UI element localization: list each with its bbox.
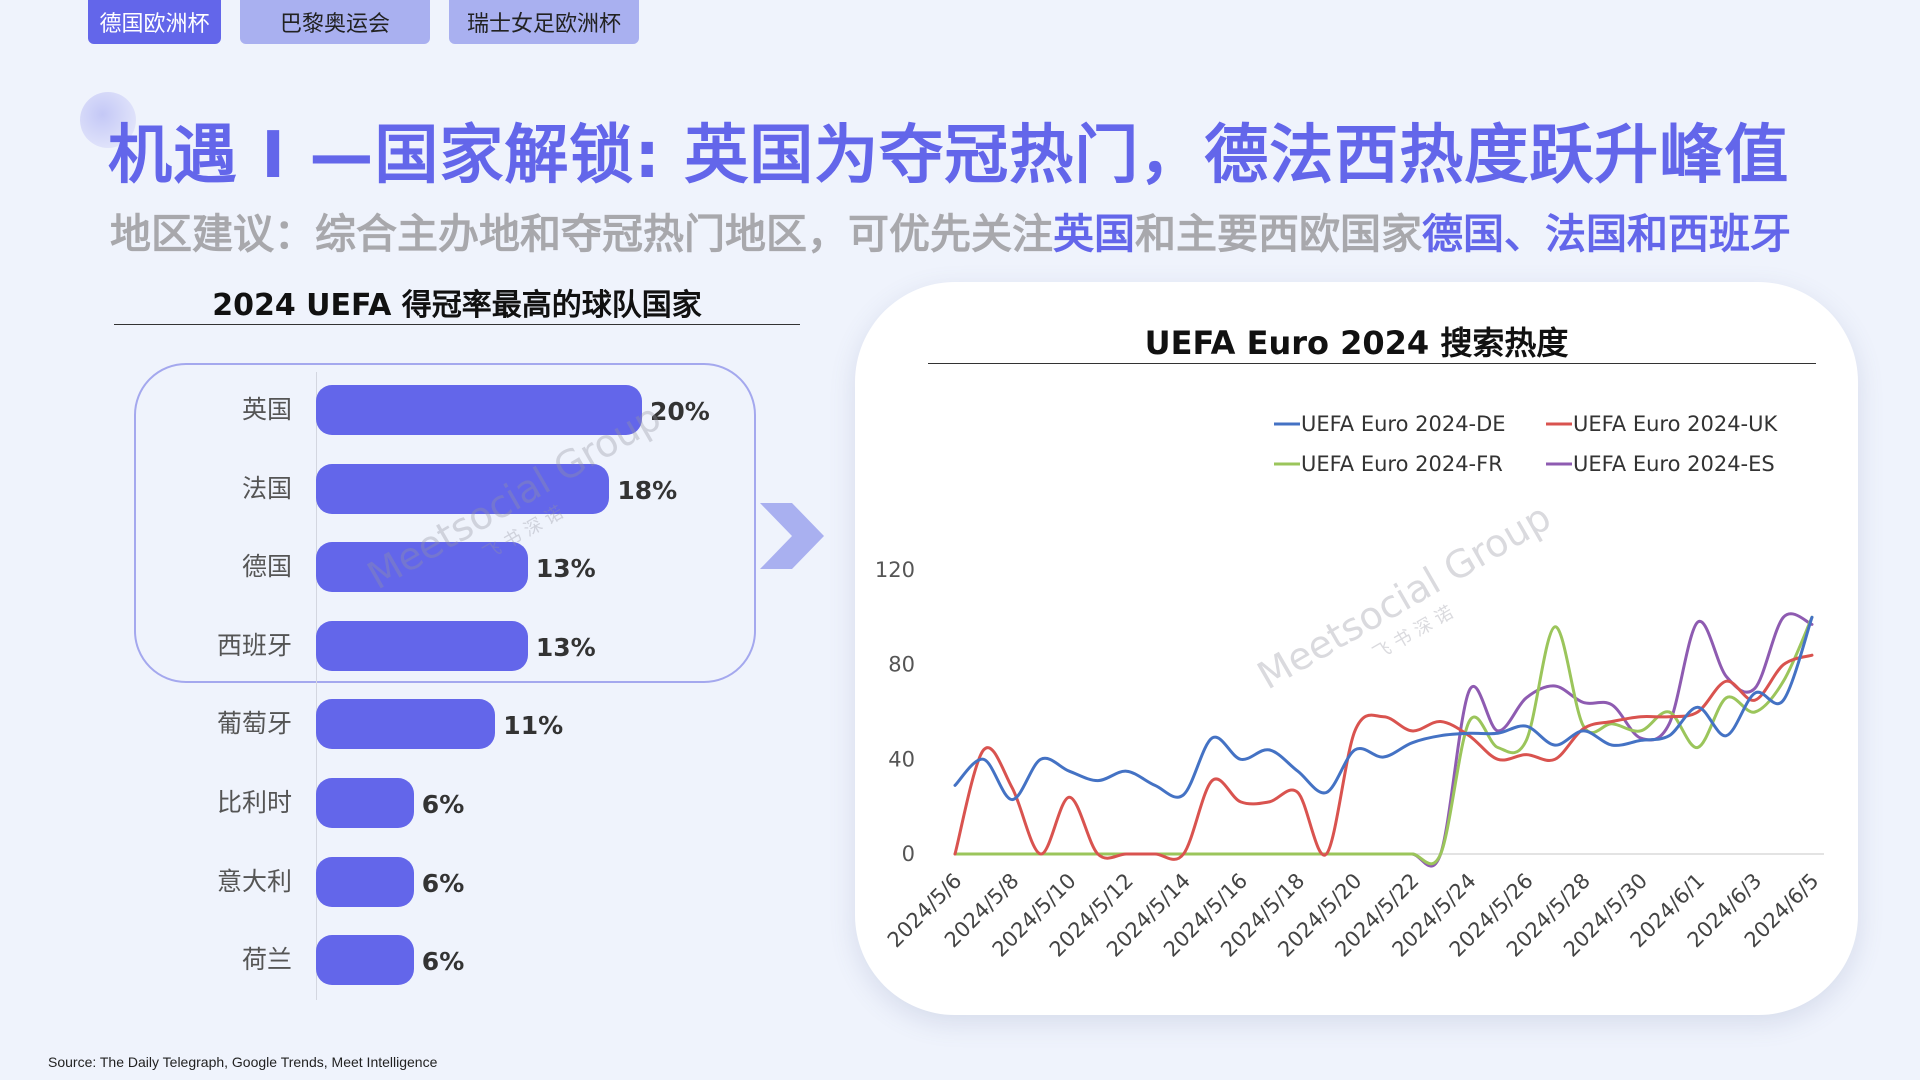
tab-paris-olympics[interactable]: 巴黎奥运会 [240, 0, 430, 44]
bar-value-label: 13% [535, 554, 596, 584]
tab-women-euro[interactable]: 瑞士女足欧洲杯 [449, 0, 639, 44]
bar-category-label: 意大利 [216, 866, 292, 896]
bar-value-label: 6% [421, 790, 465, 819]
bar [316, 542, 528, 593]
series-line [953, 615, 1814, 866]
arrow-right-icon [760, 503, 824, 569]
bar-category-label: 法国 [241, 473, 292, 503]
legend-item: UEFA Euro 2024-FR [1274, 452, 1503, 476]
subline-text-2: 和主要西欧国家 [1135, 210, 1422, 258]
bar-value-label: 13% [535, 632, 596, 662]
bar [316, 385, 642, 435]
y-tick-label: 40 [888, 747, 915, 771]
page-subtitle: 地区建议：综合主办地和夺冠热门地区，可优先关注英国和主要西欧国家德国、法国和西班… [110, 200, 1791, 260]
bar [316, 463, 610, 514]
top-four-highlight-box [134, 363, 756, 683]
bar-category-label: 荷兰 [241, 945, 292, 975]
y-tick-label: 80 [888, 653, 915, 677]
decorative-circle [80, 92, 136, 148]
legend-label: UEFA Euro 2024-UK [1573, 412, 1778, 436]
bar-chart-axis [316, 372, 317, 1000]
legend-label: UEFA Euro 2024-ES [1573, 452, 1775, 476]
line-chart-card: UEFA Euro 2024 搜索热度 0 40 80 120 2024/5/6 2024… [855, 282, 1858, 1015]
bar-category-label: 比利时 [216, 788, 292, 817]
legend-item: UEFA Euro 2024-UK [1546, 412, 1778, 436]
series-line [953, 653, 1814, 861]
series-line [953, 615, 1814, 802]
line-chart-title: UEFA Euro 2024 搜索热度 [1144, 324, 1569, 362]
tab-euro-cup[interactable]: 德国欧洲杯 [88, 0, 221, 44]
bar-category-label: 英国 [241, 395, 292, 424]
bar [316, 620, 528, 671]
bar [316, 778, 414, 828]
series-line [953, 612, 1814, 868]
bar-chart-title-rule [114, 324, 800, 325]
bar-category-label: 德国 [241, 552, 292, 582]
bar-value-label: 18% [617, 475, 678, 505]
bar-value-label: 6% [421, 947, 465, 977]
subline-text-1: 地区建议：综合主办地和夺冠热门地区，可优先关注 [110, 210, 1053, 258]
bar-value-label: 11% [503, 711, 564, 741]
legend-label: UEFA Euro 2024-DE [1301, 412, 1506, 436]
y-tick-label: 0 [902, 842, 915, 866]
source-note: Source: The Daily Telegraph, Google Tren… [48, 1054, 438, 1070]
bar [316, 935, 414, 986]
bar-category-label: 西班牙 [216, 630, 292, 660]
line-chart-title-rule [928, 363, 1816, 364]
legend-label: UEFA Euro 2024-FR [1301, 452, 1503, 476]
bar [316, 856, 414, 907]
legend-item: UEFA Euro 2024-ES [1546, 452, 1775, 476]
subline-highlight-2: 德国、法国和西班牙 [1422, 210, 1791, 258]
subline-highlight-1: 英国 [1053, 210, 1135, 258]
y-tick-label: 120 [875, 558, 915, 582]
line-chart: 040801202024/5/62024/5/82024/5/102024/5/… [875, 412, 1824, 962]
top-tab-bar: 德国欧洲杯 巴黎奥运会 瑞士女足欧洲杯 [88, 0, 639, 44]
bar-value-label: 6% [421, 868, 465, 898]
bar-chart-title: 2024 UEFA 得冠率最高的球队国家 [212, 288, 702, 323]
page-title: 机遇 I —国家解锁: 英国为夺冠热门，德法西热度跃升峰值 [108, 119, 1790, 193]
bar [316, 699, 496, 750]
legend-item: UEFA Euro 2024-DE [1274, 412, 1506, 436]
bar-value-label: 20% [650, 397, 710, 426]
bar-category-label: 葡萄牙 [216, 709, 292, 739]
